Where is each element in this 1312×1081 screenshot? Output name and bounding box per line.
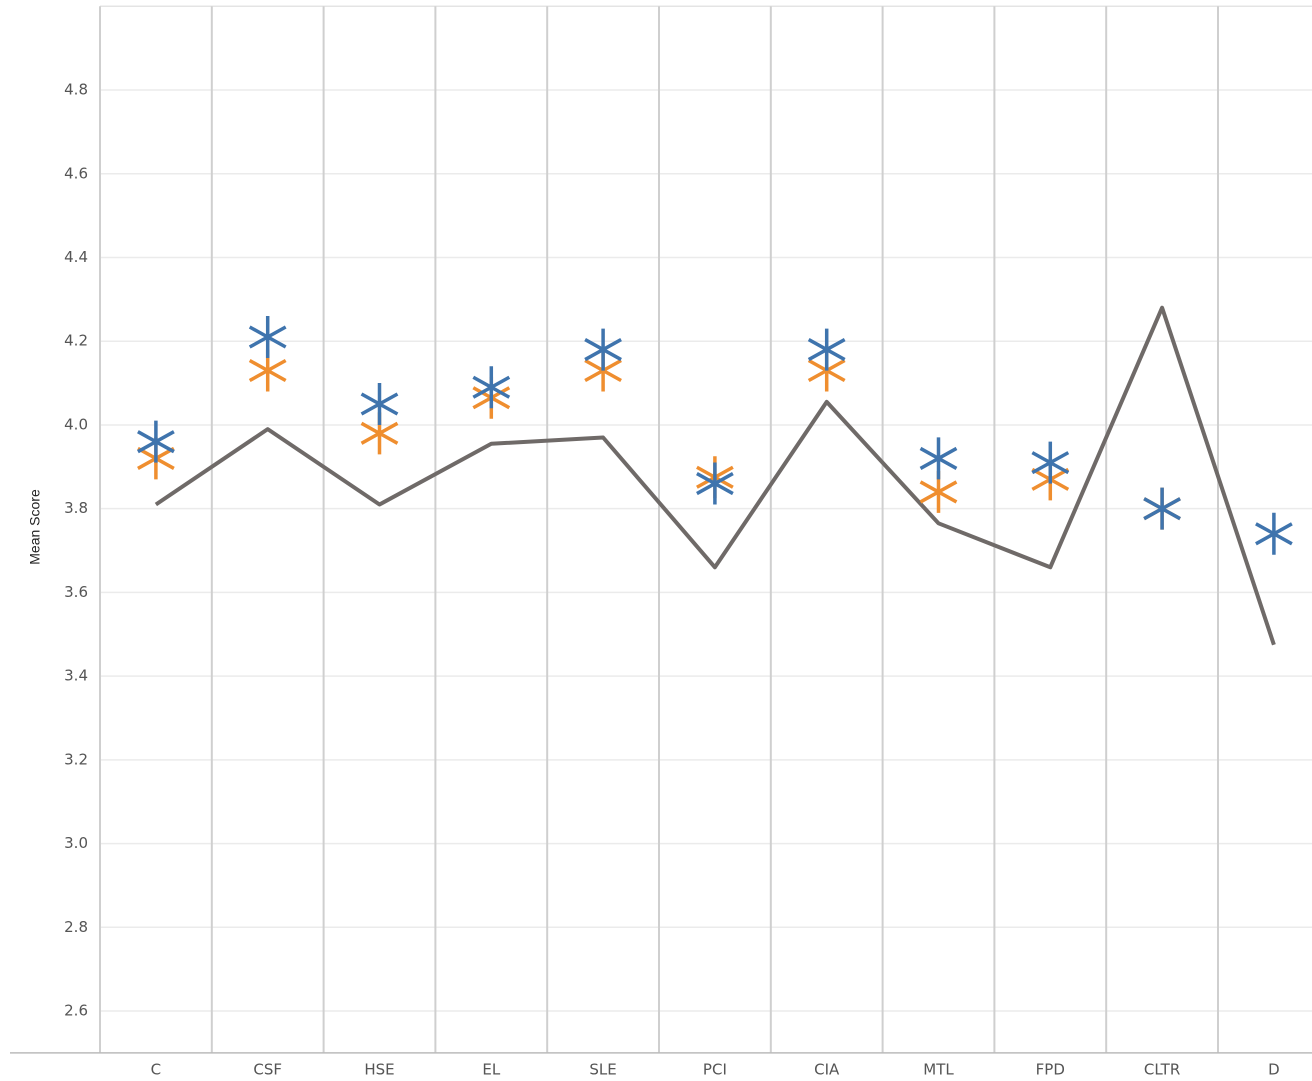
- y-tick-label: 2.8: [64, 918, 88, 936]
- asterisk-marker: [1143, 487, 1181, 530]
- x-tick-label: CSF: [253, 1061, 282, 1079]
- y-tick-label: 4.0: [64, 415, 88, 433]
- x-tick-label: CLTR: [1144, 1061, 1180, 1079]
- x-tick-label: HSE: [364, 1061, 394, 1079]
- x-tick-label: C: [151, 1061, 161, 1079]
- asterisk-marker: [248, 316, 287, 359]
- y-tick-label: 4.6: [64, 164, 88, 182]
- x-tick-label: MTL: [923, 1061, 954, 1079]
- y-tick-label: 4.8: [64, 81, 88, 99]
- asterisk-marker: [584, 328, 622, 371]
- y-tick-label: 3.6: [64, 583, 88, 601]
- line-series: [154, 305, 1276, 646]
- y-tick-label: 4.4: [64, 248, 88, 266]
- y-tick-label: 3.4: [64, 667, 88, 685]
- asterisk-marker: [807, 328, 846, 371]
- x-tick-label: D: [1268, 1061, 1280, 1079]
- y-tick-label: 3.2: [64, 750, 88, 768]
- y-tick-label: 3.0: [64, 834, 88, 852]
- asterisk-marker: [919, 437, 958, 480]
- asterisk-marker: [472, 366, 511, 409]
- x-tick-label: EL: [482, 1061, 500, 1079]
- y-tick-label: 2.6: [64, 1002, 88, 1020]
- y-axis-label: Mean Score: [27, 489, 43, 565]
- y-tick-label: 4.2: [64, 332, 88, 350]
- asterisk-marker: [137, 420, 175, 463]
- x-tick-label: PCI: [703, 1061, 727, 1079]
- asterisk-marker: [360, 383, 399, 426]
- asterisk-marker: [1255, 512, 1293, 555]
- asterisk-marker: [1031, 441, 1070, 484]
- asterisk-marker: [696, 462, 734, 505]
- x-tick-label: FPD: [1036, 1061, 1065, 1079]
- x-tick-label: CIA: [814, 1061, 840, 1079]
- x-tick-label: SLE: [589, 1061, 616, 1079]
- y-tick-label: 3.8: [64, 499, 88, 517]
